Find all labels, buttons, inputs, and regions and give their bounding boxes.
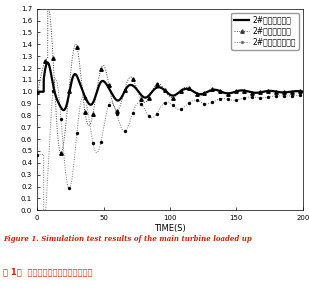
Text: Figure 1. Simulation test results of the main turbine loaded up: Figure 1. Simulation test results of the… xyxy=(3,235,252,243)
Text: 图 1．  主机升负荷时的仿真试验结果: 图 1． 主机升负荷时的仿真试验结果 xyxy=(3,267,93,277)
X-axis label: TIME(S): TIME(S) xyxy=(154,224,186,233)
Legend: 2#锅炉汽包水位, 2#锅炉给水压差, 2#锅炉上水阀开度: 2#锅炉汽包水位, 2#锅炉给水压差, 2#锅炉上水阀开度 xyxy=(231,13,299,50)
